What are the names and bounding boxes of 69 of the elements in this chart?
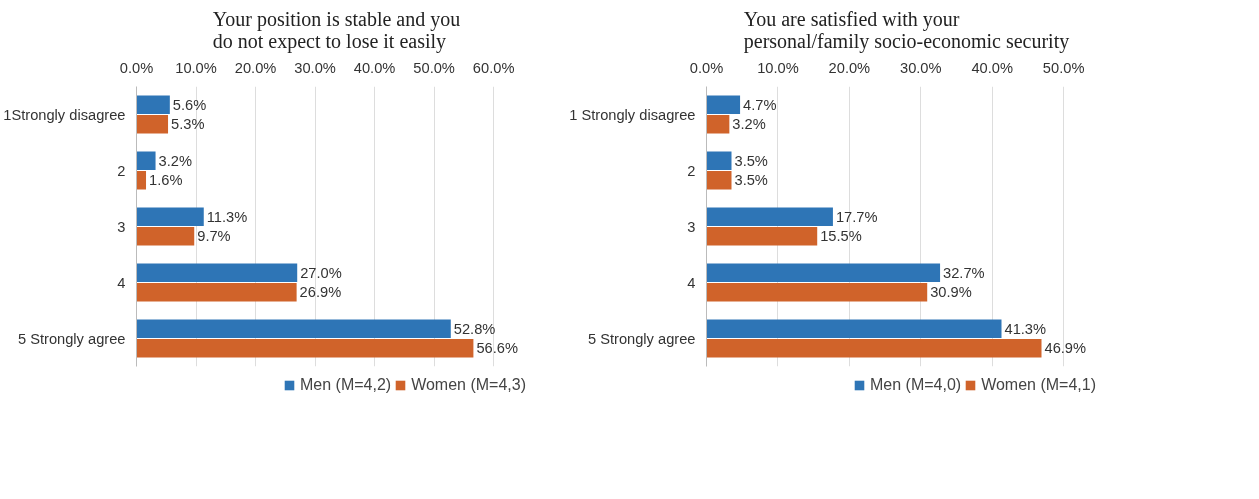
bar	[706, 114, 730, 134]
data-label: 32.7%	[943, 264, 985, 281]
data-label: 26.9%	[299, 284, 342, 301]
x-tick-label: 50.0%	[413, 59, 455, 76]
data-label: 46.9%	[1044, 340, 1087, 357]
bar	[136, 319, 451, 339]
x-tick-label: 20.0%	[828, 59, 871, 76]
bar	[706, 207, 833, 227]
data-label: 15.5%	[820, 228, 862, 245]
data-label: 52.8%	[453, 320, 496, 337]
y-tick-label: 5 Strongly agree	[17, 330, 126, 347]
bar	[136, 338, 474, 358]
bar	[136, 263, 298, 283]
legend-label: Women (M=4,3)	[411, 376, 526, 394]
y-tick-label: 1 Strongly disagree	[569, 106, 696, 123]
y-tick-label: 3	[687, 218, 696, 235]
chart-title: Your position is stable and you do not expect to lose it easily	[212, 7, 461, 53]
x-tick-label: 30.0%	[900, 59, 942, 76]
data-label: 4.7%	[743, 96, 777, 113]
y-tick-label: 2	[117, 162, 126, 179]
bar	[136, 207, 204, 227]
x-tick-label: 60.0%	[472, 59, 515, 76]
data-label: 9.7%	[197, 228, 231, 245]
x-tick-label: 10.0%	[757, 59, 799, 76]
y-tick-label: 1Strongly disagree	[3, 106, 126, 123]
y-tick-label: 4	[117, 274, 126, 291]
data-label: 41.3%	[1004, 320, 1047, 337]
data-label: 17.7%	[835, 208, 878, 225]
data-label: 3.5%	[734, 172, 768, 189]
y-tick-label: 3	[117, 218, 126, 235]
legend-label: Women (M=4,1)	[981, 376, 1096, 394]
bar	[706, 151, 732, 171]
bar	[706, 338, 1042, 358]
data-label: 11.3%	[206, 208, 248, 225]
data-label: 30.9%	[930, 284, 972, 301]
data-label: 3.5%	[734, 152, 768, 169]
bar	[136, 282, 297, 302]
x-tick-label: 40.0%	[353, 59, 396, 76]
bar	[706, 226, 818, 246]
legend-label: Men (M=4,2)	[300, 376, 392, 394]
x-tick-label: 30.0%	[294, 59, 336, 76]
bar	[136, 114, 169, 134]
y-tick-label: 4	[687, 274, 696, 291]
data-label: 27.0%	[300, 264, 342, 281]
y-tick-label: 5 Strongly agree	[587, 330, 696, 347]
bar	[706, 170, 732, 190]
bar	[136, 226, 195, 246]
data-label: 3.2%	[158, 152, 192, 169]
x-tick-label: 40.0%	[971, 59, 1013, 76]
bar	[136, 170, 147, 190]
chart-title: You are satisfied with your personal/family socio-economic security	[743, 7, 1070, 53]
data-label: 5.3%	[171, 116, 205, 133]
y-tick-label: 2	[687, 162, 696, 179]
x-tick-label: 10.0%	[175, 59, 217, 76]
x-tick-label: 0.0%	[689, 59, 724, 76]
data-label: 5.6%	[172, 96, 207, 113]
bar	[136, 95, 170, 115]
legend-label: Men (M=4,0)	[870, 376, 962, 394]
data-label: 3.2%	[732, 116, 766, 133]
bar	[706, 319, 1002, 339]
data-label: 56.6%	[476, 340, 518, 357]
bar	[706, 263, 941, 283]
bar	[706, 282, 928, 302]
x-tick-label: 50.0%	[1042, 59, 1085, 76]
bar	[706, 95, 741, 115]
data-label: 1.6%	[149, 172, 183, 189]
bar	[136, 151, 156, 171]
x-tick-label: 20.0%	[234, 59, 277, 76]
x-tick-label: 0.0%	[119, 59, 154, 76]
